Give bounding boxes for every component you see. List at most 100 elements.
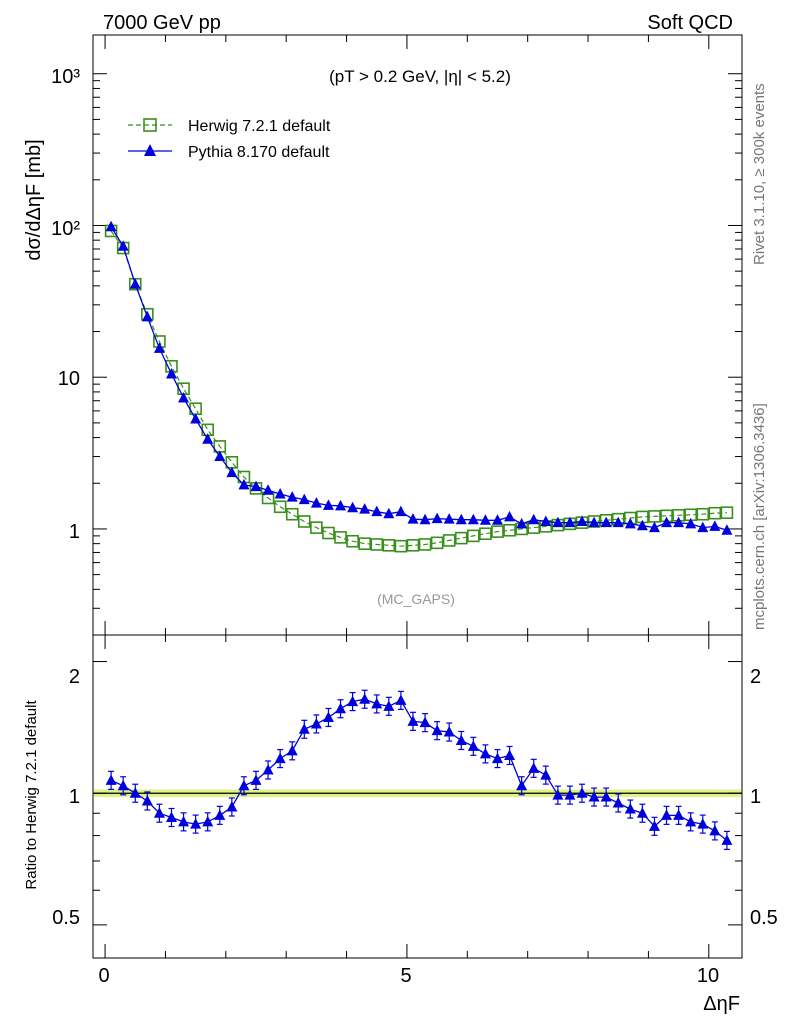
ratio-point bbox=[153, 807, 165, 818]
pythia-point bbox=[178, 391, 190, 403]
ratio-point bbox=[286, 744, 298, 756]
ratio-point bbox=[661, 809, 673, 820]
pythia-point bbox=[262, 484, 274, 495]
herwig-point bbox=[406, 539, 420, 552]
ytick-label-1000: 10³ bbox=[51, 66, 80, 88]
pythia-point bbox=[624, 517, 636, 529]
pythia-point bbox=[395, 505, 407, 517]
ratio-ytick-label-1: 1 bbox=[69, 786, 80, 808]
ratio-point bbox=[685, 815, 697, 827]
legend-pythia-marker bbox=[144, 144, 156, 156]
herwig-point bbox=[503, 523, 516, 537]
herwig-point bbox=[430, 536, 444, 550]
legend-pythia-label: Pythia 8.170 default bbox=[188, 144, 330, 161]
ratio-point bbox=[395, 694, 407, 705]
ratio-point bbox=[250, 774, 262, 785]
herwig-point bbox=[298, 515, 311, 528]
ratio-point bbox=[262, 763, 274, 775]
herwig-point bbox=[382, 539, 396, 552]
herwig-point bbox=[370, 538, 384, 551]
pythia-point bbox=[322, 499, 334, 510]
pythia-point bbox=[383, 507, 395, 519]
pythia-point bbox=[117, 240, 129, 251]
pythia-point bbox=[673, 516, 685, 528]
ratio-point bbox=[516, 779, 528, 791]
pythia-point bbox=[721, 524, 733, 535]
legend-herwig-marker bbox=[143, 118, 157, 132]
header-left: 7000 GeV pp bbox=[103, 12, 221, 34]
ratio-point bbox=[407, 715, 419, 726]
series bbox=[104, 220, 734, 851]
ratio-point bbox=[419, 716, 431, 728]
ratio-point bbox=[697, 818, 709, 829]
ratio-point bbox=[298, 723, 310, 734]
pythia-point bbox=[238, 478, 250, 490]
pythia-point bbox=[298, 493, 310, 505]
pythia-point bbox=[141, 310, 153, 322]
pythia-point bbox=[491, 514, 503, 525]
ratio-point bbox=[504, 749, 516, 760]
ratio-point bbox=[648, 820, 660, 831]
herwig-series-line bbox=[110, 230, 727, 547]
header-right: Soft QCD bbox=[647, 12, 733, 34]
pythia-point bbox=[685, 517, 697, 529]
pythia-point bbox=[153, 342, 165, 353]
ratio-point bbox=[552, 789, 564, 800]
ratio-point bbox=[624, 803, 636, 814]
ratio-point bbox=[491, 752, 503, 764]
pythia-point bbox=[636, 519, 648, 531]
cut-label: (pT > 0.2 GeV, |η| < 5.2) bbox=[329, 67, 511, 86]
legend: Herwig 7.2.1 default Pythia 8.170 defaul… bbox=[128, 118, 331, 161]
ratio-point bbox=[214, 809, 226, 820]
ratio-series-line bbox=[110, 698, 728, 841]
herwig-point bbox=[467, 529, 480, 543]
xtick-label-0: 0 bbox=[98, 965, 109, 987]
ytick-label-1: 1 bbox=[69, 521, 80, 543]
main-ylabel: dσ/dΔηF [mb] bbox=[23, 139, 45, 260]
ratio-point bbox=[383, 700, 395, 711]
ratio-ytick-label-2: 2 bbox=[69, 666, 80, 688]
ratio-point bbox=[141, 794, 153, 806]
ratio-point bbox=[540, 769, 552, 780]
ratio-point bbox=[673, 809, 685, 820]
herwig-point bbox=[285, 507, 299, 521]
pythia-point bbox=[661, 516, 673, 528]
pythia-point bbox=[226, 466, 238, 478]
herwig-point bbox=[491, 525, 504, 538]
pythia-point bbox=[335, 499, 347, 511]
xtick-label-10: 10 bbox=[697, 965, 719, 987]
herwig-point bbox=[479, 527, 492, 541]
pythia-point bbox=[105, 220, 117, 232]
herwig-point bbox=[454, 531, 468, 545]
pythia-point bbox=[359, 503, 371, 514]
pythia-point bbox=[516, 517, 528, 529]
ratio-point bbox=[588, 791, 600, 802]
pythia-point bbox=[214, 450, 226, 462]
xtick-label-5: 5 bbox=[400, 965, 411, 987]
watermark: (MC_GAPS) bbox=[377, 591, 455, 607]
xlabel: ΔηF bbox=[703, 993, 740, 1015]
ratio-point bbox=[359, 693, 371, 704]
pythia-point bbox=[274, 487, 286, 499]
herwig-point bbox=[334, 531, 347, 544]
main-ylabel-text: dσ/dΔηF [mb] bbox=[23, 139, 45, 260]
ratio-point bbox=[347, 695, 359, 707]
ratio-ytick-label-1-right: 1 bbox=[750, 786, 761, 808]
pythia-point bbox=[407, 513, 419, 524]
pythia-point bbox=[431, 512, 443, 524]
pythia-point bbox=[528, 513, 540, 525]
ratio-point bbox=[564, 789, 576, 800]
ytick-label-10: 10 bbox=[58, 368, 80, 390]
ratio-point bbox=[576, 787, 588, 798]
ratio-point bbox=[202, 815, 214, 827]
ratio-point bbox=[129, 787, 141, 798]
pythia-point bbox=[310, 497, 322, 508]
herwig-point bbox=[358, 537, 371, 550]
ratio-ytick-label-0.5: 0.5 bbox=[52, 907, 80, 929]
pythia-point bbox=[455, 513, 467, 525]
pythia-point bbox=[709, 520, 721, 531]
pythia-point bbox=[540, 515, 552, 526]
ytick-label-100: 10² bbox=[51, 218, 80, 240]
